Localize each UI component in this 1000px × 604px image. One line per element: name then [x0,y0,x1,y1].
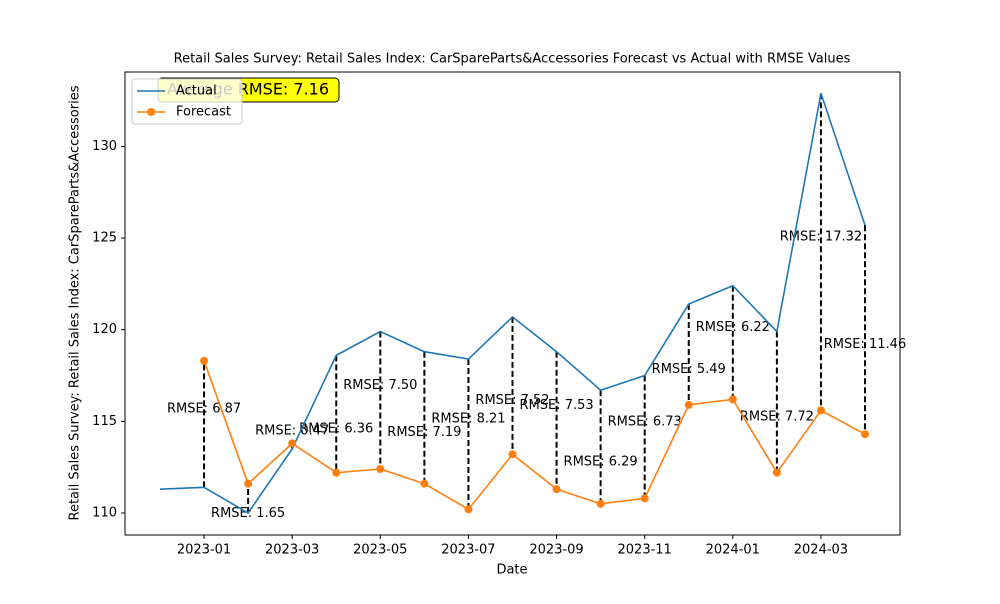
rmse-label: RMSE: 7.50 [343,378,417,393]
point [684,400,693,409]
y-axis-label: Retail Sales Survey: Retail Sales Index:… [68,85,83,520]
point [508,450,517,459]
rmse-label: RMSE: 6.29 [564,455,638,470]
rmse-label: RMSE: 11.46 [824,337,906,352]
rmse-label: RMSE: 7.72 [740,410,814,425]
x-tick-label: 2023-09 [529,543,583,558]
x-tick-label: 2024-03 [794,543,848,558]
x-tick-label: 2023-03 [265,543,319,558]
rmse-label: RMSE: 7.53 [519,398,593,413]
point [288,439,297,448]
point [861,430,869,439]
rmse-label: RMSE: 6.22 [696,320,770,335]
y-tick-label: 125 [92,231,117,246]
point [420,479,429,488]
point [772,468,781,477]
legend-label: Forecast [176,105,231,120]
x-tick-label: 2023-07 [441,543,495,558]
point [376,465,385,474]
point [200,356,209,365]
rmse-label: RMSE: 7.52 [475,393,549,408]
rmse-label: RMSE: 0.47 [255,424,329,439]
series-line [203,360,866,511]
y-tick-label: 115 [92,414,117,429]
x-tick-label: 2023-05 [353,543,407,558]
x-tick-label: 2023-01 [177,543,231,558]
point [464,505,473,514]
point [332,468,341,477]
rmse-label: RMSE: 17.32 [780,229,862,244]
y-tick-label: 110 [92,506,117,521]
x-tick-label: 2024-01 [706,543,760,558]
rmse-label: RMSE: 6.73 [608,414,682,429]
point [728,395,737,404]
point [244,479,253,488]
point [596,499,605,508]
point [640,494,649,503]
rmse-label: RMSE: 7.19 [387,425,461,440]
chart-title: Retail Sales Survey: Retail Sales Index:… [174,52,851,67]
rmse-label: RMSE: 8.21 [431,412,505,427]
rmse-label: RMSE: 5.49 [652,362,726,377]
y-tick-label: 120 [92,322,117,337]
point [552,485,561,494]
rmse-label: RMSE: 6.36 [299,422,373,437]
plot-frame [124,71,901,536]
legend-label: Actual [176,84,217,99]
x-axis-label: Date [496,563,527,578]
rmse-label: RMSE: 6.87 [167,402,241,417]
legend-marker [147,108,155,116]
series-line [159,93,866,515]
point [816,406,825,415]
x-tick-label: 2023-11 [618,543,672,558]
y-tick-label: 130 [92,139,117,154]
